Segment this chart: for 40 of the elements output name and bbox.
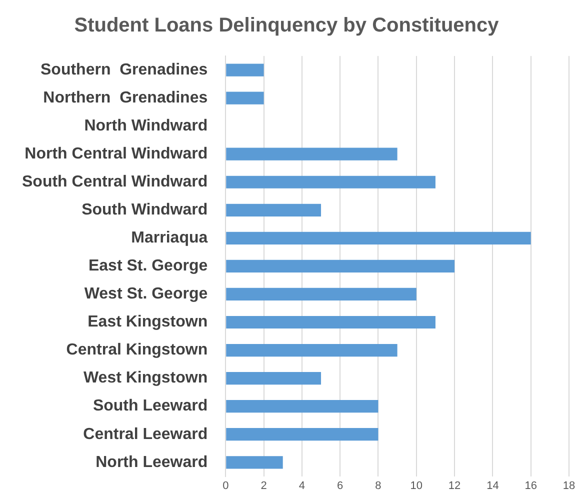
bar — [226, 400, 378, 413]
x-tick-label: 8 — [375, 480, 382, 492]
x-tick-label: 0 — [222, 480, 229, 492]
y-tick-label: West St. George — [84, 286, 208, 303]
bar — [226, 260, 455, 273]
bar — [226, 344, 398, 357]
y-tick-label: West Kingstown — [83, 370, 208, 387]
bar — [226, 176, 436, 188]
x-tick-label: 16 — [524, 480, 537, 492]
y-tick-label: North Windward — [84, 117, 208, 134]
bar — [226, 232, 531, 244]
y-tick-label: North Central Windward — [24, 146, 208, 162]
y-tick-label: South Windward — [82, 202, 208, 219]
y-tick-label: East Kingstown — [88, 314, 208, 331]
bar — [226, 204, 322, 216]
bar — [226, 428, 378, 441]
x-tick-label: 12 — [448, 480, 461, 492]
x-tick-label: 14 — [486, 480, 499, 492]
chart-title: Student Loans Delinquency by Constituency — [74, 14, 500, 37]
y-tick-label: South Leeward — [92, 398, 208, 415]
y-tick-label: Marriaqua — [131, 230, 208, 247]
bar — [226, 288, 416, 301]
bar — [226, 372, 322, 385]
y-tick-label: Central Kingstown — [66, 342, 208, 359]
x-tick-label: 18 — [562, 480, 576, 492]
bar — [226, 456, 283, 469]
x-tick-label: 4 — [298, 480, 305, 492]
y-tick-label: East St. George — [88, 258, 208, 275]
x-tick-label: 10 — [410, 480, 423, 492]
y-tick-label: North Leeward — [96, 454, 208, 471]
x-tick-label: 6 — [337, 480, 344, 492]
bar — [226, 316, 436, 329]
bar — [226, 64, 264, 76]
y-tick-label: Southern Grenadines — [40, 61, 208, 78]
bar — [226, 92, 264, 104]
x-tick-label: 2 — [260, 480, 267, 492]
y-tick-label: Central Leeward — [83, 426, 208, 443]
y-tick-label: Northern Grenadines — [43, 89, 208, 106]
bar — [226, 148, 398, 160]
y-tick-label: South Central Windward — [22, 174, 208, 191]
